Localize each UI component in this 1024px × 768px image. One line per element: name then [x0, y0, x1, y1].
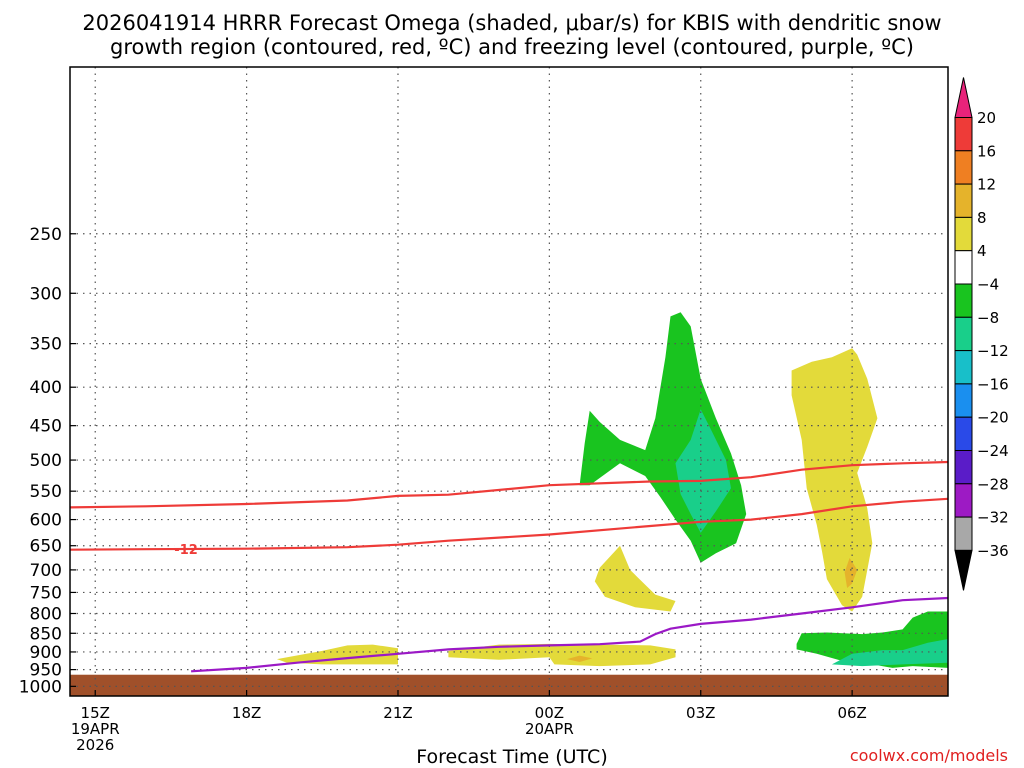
omega-shading [276, 312, 948, 668]
colorbar-segment [954, 350, 973, 385]
colorbar-label: −4 [977, 276, 999, 294]
x-axis-title: Forecast Time (UTC) [416, 746, 608, 768]
y-tick-label: 500 [30, 451, 62, 471]
omega-region-2 [791, 348, 878, 612]
y-tick-label: 450 [30, 417, 62, 437]
colorbar-top-arrow [954, 77, 973, 118]
x-tick-label: 06Z [837, 704, 866, 722]
isotherm-2 [191, 596, 948, 673]
y-tick-label: 750 [30, 583, 62, 603]
x-tick-label: 15Z [81, 704, 110, 722]
x-tick-label: 20APR [525, 720, 574, 738]
omega-region-4 [594, 545, 676, 612]
chart-title-line-2: growth region (contoured, red, ºC) and f… [110, 35, 914, 59]
colorbar-segment [954, 483, 973, 518]
colorbar-label: −8 [977, 309, 999, 327]
chart-title-line-1: 2026041914 HRRR Forecast Omega (shaded, … [82, 11, 942, 35]
y-tick-label: 300 [30, 284, 62, 304]
y-tick-label: 400 [30, 378, 62, 398]
colorbar-label: −36 [977, 542, 1009, 560]
x-tick-label: 18Z [232, 704, 261, 722]
colorbar-segment [954, 183, 973, 218]
colorbar-label: 20 [977, 109, 996, 127]
omega-region-5 [448, 643, 676, 667]
y-tick-label: 800 [30, 605, 62, 625]
x-tick-label: 19APR [71, 720, 120, 738]
y-axis: 2503003504004505005506006507007508008509… [19, 225, 76, 697]
terrain [70, 674, 948, 696]
colorbar-segment [954, 117, 973, 152]
colorbar-label: −28 [977, 475, 1009, 493]
colorbar-segment [954, 150, 973, 185]
colorbar-label: −24 [977, 442, 1009, 460]
y-tick-label: 850 [30, 624, 62, 644]
colorbar-bottom-arrow [954, 549, 973, 591]
contours: -12 [70, 460, 948, 673]
isotherm-0 [70, 460, 948, 509]
x-tick-label: 2026 [76, 736, 114, 754]
colorbar-label: −12 [977, 342, 1009, 360]
y-tick-label: 650 [30, 537, 62, 557]
omega-region-3 [844, 558, 858, 588]
colorbar-segment [954, 216, 973, 252]
colorbar-segment [954, 416, 973, 452]
omega-region-6 [567, 655, 593, 662]
x-tick-label: 03Z [686, 704, 715, 722]
colorbar-label: 12 [977, 176, 996, 194]
grid [70, 67, 948, 696]
y-tick-label: 550 [30, 482, 62, 502]
colorbar: 20 16 12 8 4 −4 −8 −12 −16 −20 −24 −28 −32 −36 [954, 77, 1009, 591]
y-tick-label: 600 [30, 511, 62, 531]
omega-region-7 [276, 644, 398, 665]
colorbar-label: −20 [977, 409, 1009, 427]
colorbar-segment [954, 383, 973, 418]
colorbar-label: −16 [977, 375, 1009, 393]
colorbar-label: 4 [977, 242, 987, 260]
y-tick-label: 1000 [19, 677, 62, 697]
isotherm-1 [70, 497, 948, 551]
y-tick-label: 250 [30, 225, 62, 245]
x-tick-label: 21Z [383, 704, 412, 722]
colorbar-segment [954, 450, 973, 485]
omega-region-1 [675, 409, 731, 533]
y-tick-label: 350 [30, 335, 62, 355]
plot-frame [69, 66, 949, 697]
contour-label: -12 [174, 543, 198, 558]
colorbar-segment [954, 516, 973, 551]
colorbar-label: 16 [977, 142, 996, 160]
colorbar-segment [954, 316, 973, 352]
x-tick-label: 00Z [535, 704, 564, 722]
colorbar-label: −32 [977, 509, 1009, 527]
y-tick-label: 700 [30, 561, 62, 581]
terrain-fill [70, 674, 948, 696]
credit-link[interactable]: coolwx.com/models [849, 746, 1008, 765]
colorbar-segment [954, 283, 973, 318]
colorbar-label: 8 [977, 209, 987, 227]
y-tick-label: 900 [30, 643, 62, 663]
y-tick-label: 950 [30, 661, 62, 681]
colorbar-segment [954, 250, 973, 285]
